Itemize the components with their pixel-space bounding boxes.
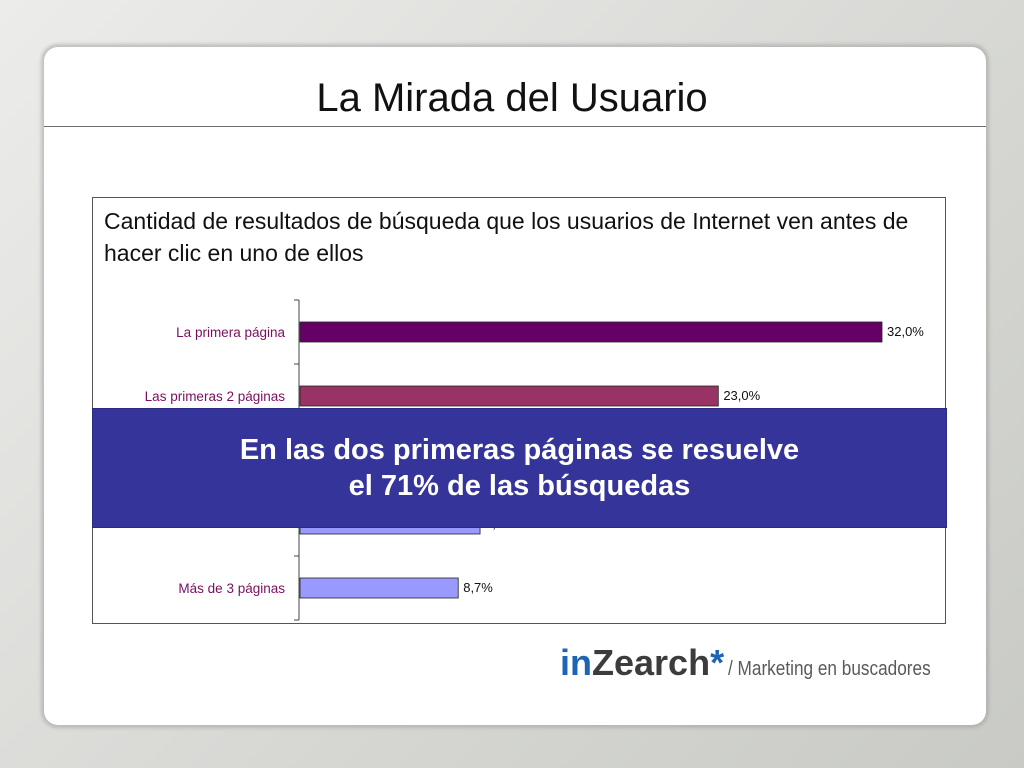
logo-tagline: / Marketing en buscadores xyxy=(728,658,931,680)
bar xyxy=(299,321,883,343)
category-label: La primera página xyxy=(176,324,285,340)
highlight-banner: En las dos primeras páginas se resuelve … xyxy=(92,408,947,528)
logo-in: in xyxy=(560,642,592,683)
bar xyxy=(299,385,719,407)
bar-value-label: 32,0% xyxy=(887,324,924,339)
banner-line-1: En las dos primeras páginas se resuelve xyxy=(239,434,800,466)
logo-zearch: Zearch xyxy=(592,642,711,683)
category-label: Más de 3 páginas xyxy=(178,580,285,596)
chart-title: Cantidad de resultados de búsqueda que l… xyxy=(104,208,909,266)
bar-value-label: 8,7% xyxy=(463,580,493,595)
company-logo: in Zearch * / Marketing en buscadores xyxy=(560,642,964,688)
bar-value-label: 23,0% xyxy=(723,388,761,403)
logo-star-icon: * xyxy=(710,642,725,683)
title-divider xyxy=(44,126,986,127)
bar xyxy=(299,577,459,599)
slide-title: La Mirada del Usuario xyxy=(316,76,708,120)
category-label: Las primeras 2 páginas xyxy=(144,388,285,404)
banner-line-2: el 71% de las búsquedas xyxy=(348,470,691,502)
